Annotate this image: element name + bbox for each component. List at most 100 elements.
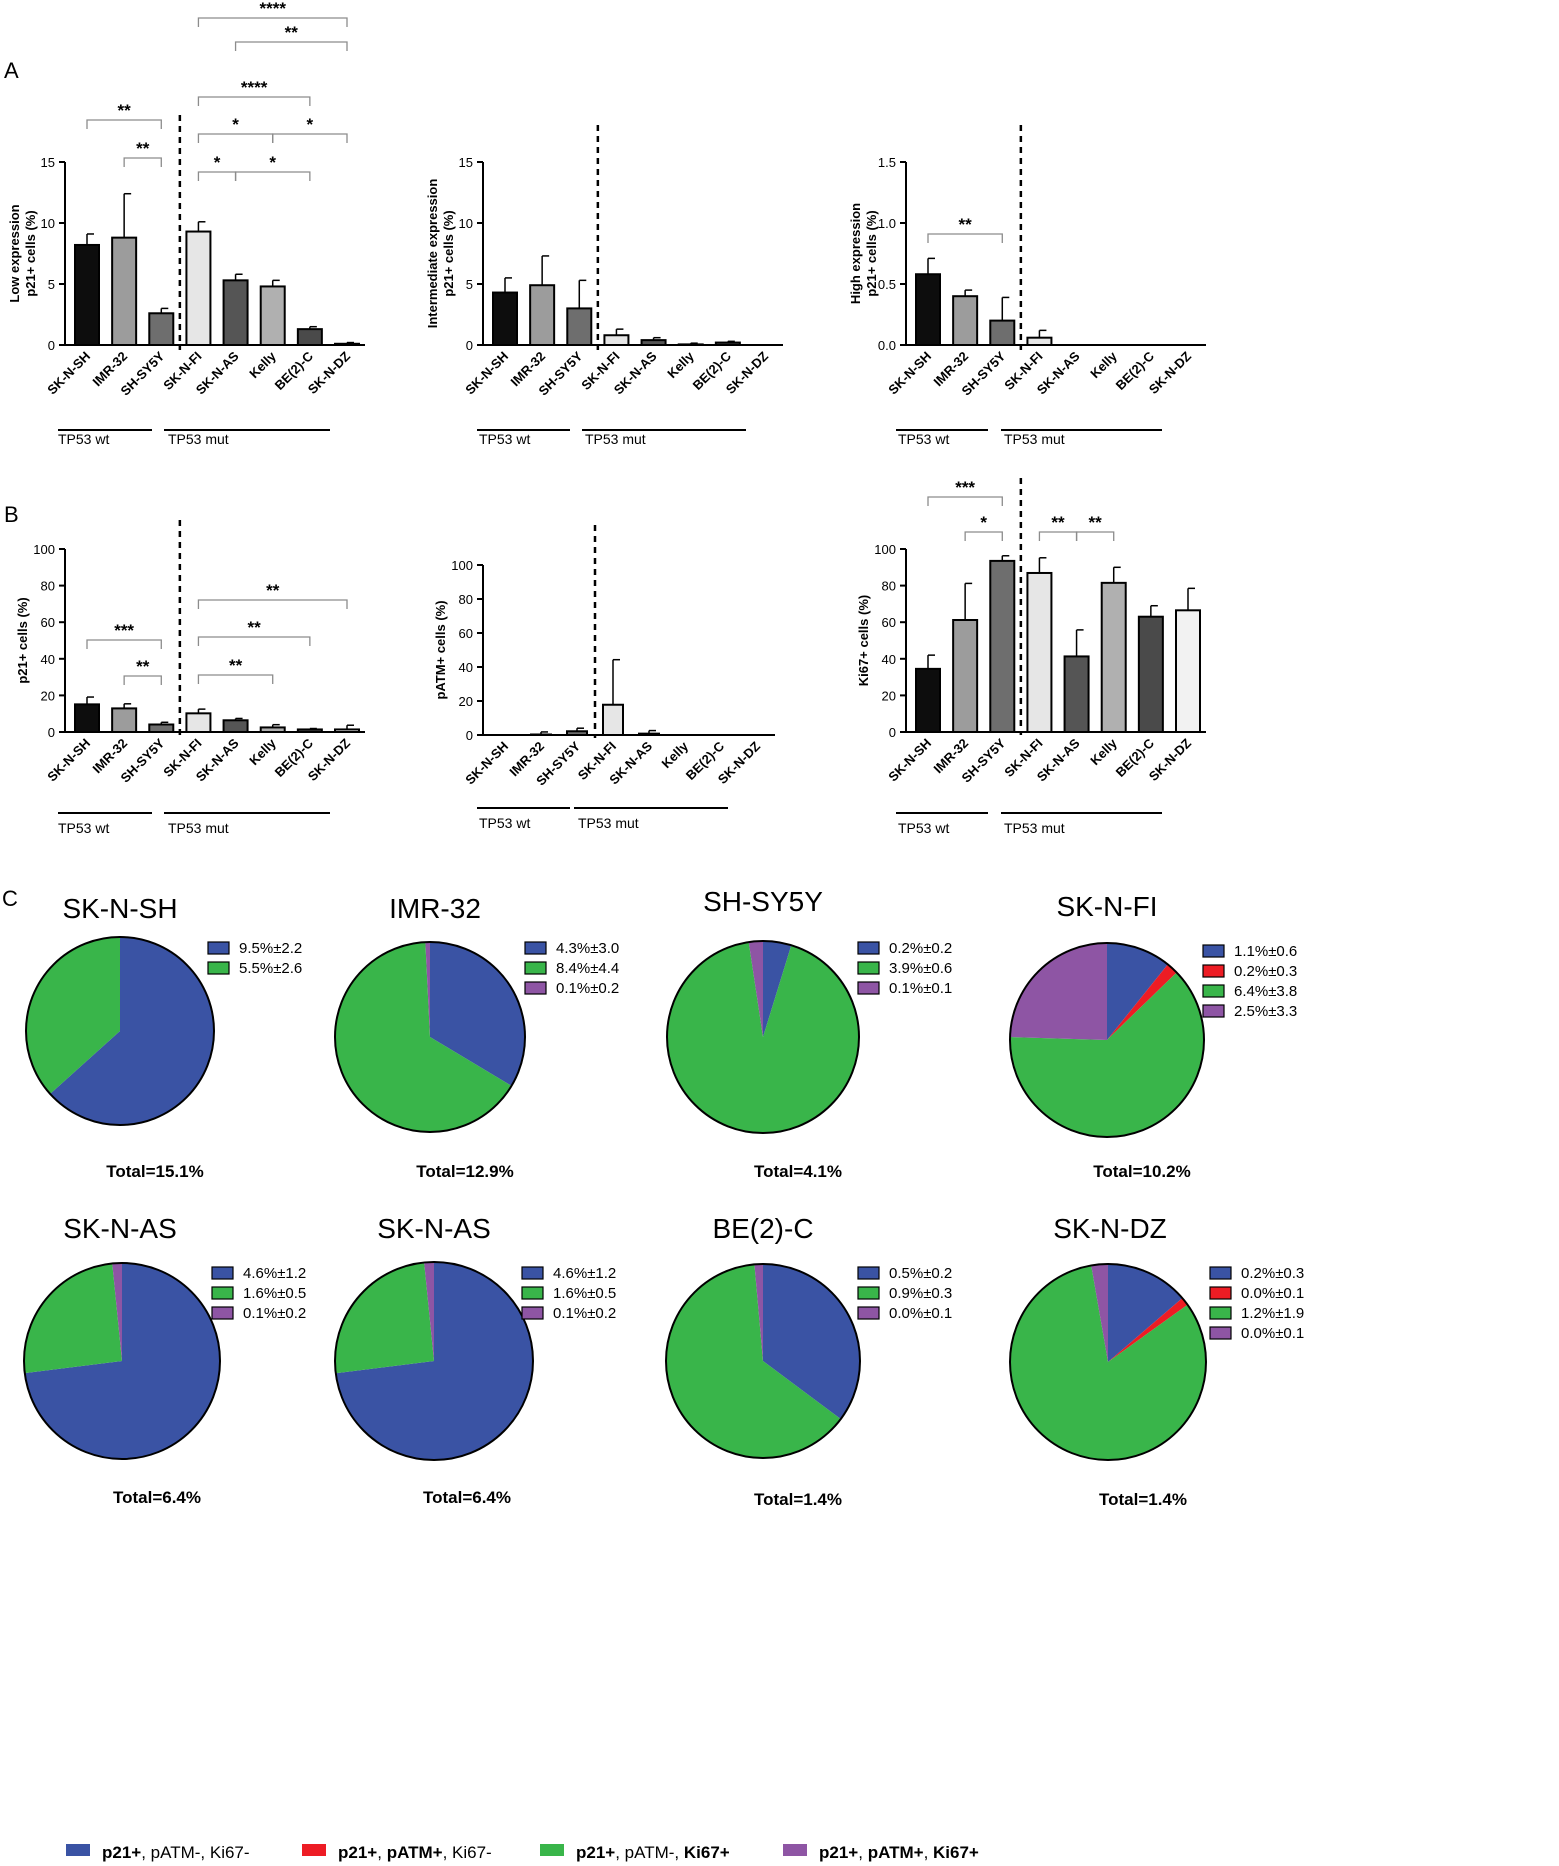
significance-bracket (197, 636, 311, 646)
group-label-mut: TP53 mut (578, 815, 639, 831)
pie-legend-label: 0.2%±0.3 (1241, 1265, 1304, 1282)
y-axis-label: p21+ cells (%) (23, 210, 38, 296)
legend-text-part: p21+ (819, 1843, 858, 1862)
legend-text-part: , pATM-, (615, 1843, 684, 1862)
legend-item-green: p21+, pATM-, Ki67+ (540, 1843, 730, 1862)
bar (296, 328, 323, 347)
pie-slice-red (1108, 1298, 1188, 1362)
y-tick-label: 0 (466, 338, 473, 353)
legend-swatch-green (1209, 1306, 1232, 1320)
significance-bracket (123, 675, 162, 685)
y-tick-label: 0 (466, 728, 473, 743)
pie-slice-purple (754, 1264, 763, 1361)
bar (952, 619, 979, 734)
pie-outline (666, 940, 860, 1134)
y-axis-label: p21+ cells (%) (15, 597, 30, 683)
pie-total: Total=1.4% (1099, 1490, 1187, 1509)
pie-slice-blue (24, 1263, 221, 1459)
significance-bracket (197, 17, 348, 27)
pie-total: Total=4.1% (754, 1162, 842, 1181)
pie-legend-label: 0.1%±0.1 (889, 980, 952, 997)
significance-bracket (197, 171, 237, 181)
bar (1137, 615, 1164, 734)
y-tick-label: 40 (882, 652, 896, 667)
bar (602, 703, 624, 736)
pie-chart-c4: SK-N-FI 1.1%±0.6 0.2%±0.3 6.4%±3.8 2.5%±3.3 T… (1009, 891, 1297, 1181)
legend-swatch-blue (857, 941, 880, 955)
legend-swatch-blue (857, 1266, 880, 1280)
bar (566, 730, 588, 737)
pie-legend-label: 0.1%±0.2 (556, 980, 619, 997)
pie-outline (1009, 1263, 1207, 1461)
pie-total: Total=1.4% (754, 1490, 842, 1509)
category-label: Kelly (246, 735, 279, 768)
bar (989, 559, 1016, 734)
pie-slice-purple (1091, 1264, 1108, 1362)
legend-text-part: , (858, 1843, 867, 1862)
legend-text-part: , Ki67- (443, 1843, 492, 1862)
significance-label: **** (241, 78, 268, 97)
bar (530, 733, 552, 736)
pie-slice-blue (763, 941, 792, 1037)
bar (529, 284, 556, 346)
y-axis-label: p21+ cells (%) (441, 210, 456, 296)
bar (185, 230, 212, 346)
significance-bracket (197, 674, 274, 684)
y-tick-label: 0.0 (878, 338, 896, 353)
pie-title: SK-N-AS (63, 1213, 177, 1244)
bar (148, 312, 175, 346)
significance-bracket (927, 496, 1003, 506)
bar (185, 712, 212, 733)
pie-slice-green (24, 1263, 122, 1374)
y-tick-label: 0.5 (878, 277, 896, 292)
group-label-wt: TP53 wt (898, 820, 949, 836)
legend-swatch-purple (524, 981, 547, 995)
bar (952, 295, 979, 347)
y-tick-label: 60 (882, 615, 896, 630)
y-tick-label: 0 (889, 725, 896, 740)
pie-legend-label: 3.9%±0.6 (889, 960, 952, 977)
bar (1026, 336, 1053, 346)
bar (74, 703, 100, 734)
significance-label: ** (248, 618, 262, 637)
bar (989, 319, 1016, 347)
y-axis-label: Low expression (7, 204, 22, 302)
group-label-mut: TP53 mut (168, 820, 229, 836)
legend-swatch-purple (1202, 1004, 1225, 1018)
bar (1026, 571, 1053, 734)
category-label: Kelly (1087, 735, 1120, 768)
category-label: Kelly (1087, 348, 1120, 381)
y-tick-label: 10 (41, 216, 55, 231)
legend-swatch-blue (524, 941, 547, 955)
pie-legend-label: 4.3%±3.0 (556, 940, 619, 957)
pie-legend-label: 5.5%±2.6 (239, 960, 302, 977)
legend-swatch-green (857, 1286, 880, 1300)
legend-swatch-red (1202, 964, 1225, 978)
group-label-mut: TP53 mut (168, 431, 229, 447)
pie-slice-red (1107, 964, 1177, 1040)
significance-bracket (86, 639, 162, 649)
y-axis-label: High expression (848, 203, 863, 304)
significance-bracket (272, 133, 348, 143)
pie-total: Total=6.4% (423, 1488, 511, 1507)
bar (714, 341, 741, 346)
legend-label: p21+, pATM+, Ki67- (338, 1843, 492, 1862)
pie-legend-label: 6.4%±3.8 (1234, 983, 1297, 1000)
legend-text-part: Ki67+ (684, 1843, 730, 1862)
pie-slice-blue (50, 937, 214, 1125)
legend-swatch-blue (207, 941, 230, 955)
legend-swatch (783, 1844, 807, 1856)
pie-title: SH-SY5Y (703, 886, 823, 917)
significance-label: ** (136, 657, 150, 676)
legend-text-part: , (924, 1843, 933, 1862)
pie-outline (23, 1262, 221, 1460)
y-tick-label: 100 (874, 542, 896, 557)
legend-swatch-red (1209, 1286, 1232, 1300)
y-axis-label: Ki67+ cells (%) (856, 595, 871, 686)
pie-legend-label: 1.6%±0.5 (553, 1285, 616, 1302)
pie-legend-label: 1.6%±0.5 (243, 1285, 306, 1302)
legend-text-part: Ki67+ (933, 1843, 979, 1862)
pie-legend-label: 4.6%±1.2 (243, 1265, 306, 1282)
bar (222, 719, 249, 734)
significance-bracket (197, 133, 274, 143)
